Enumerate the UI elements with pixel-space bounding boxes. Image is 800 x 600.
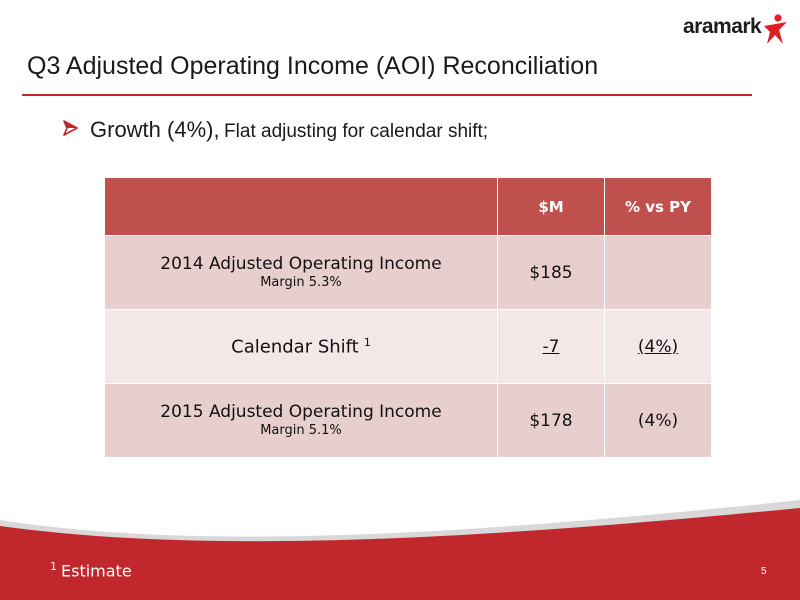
row-value: $178 <box>529 410 573 431</box>
aramark-logo: aramark <box>683 13 788 49</box>
row-pct-cell <box>604 235 712 310</box>
bullet-main-text: Growth (4%), <box>90 117 220 142</box>
row-value-cell: -7 <box>497 309 605 384</box>
logo-text: aramark <box>683 15 762 38</box>
aoi-reconciliation-table: $M % vs PY 2014 Adjusted Operating Incom… <box>104 177 712 458</box>
row-value-cell: $178 <box>497 383 605 458</box>
row-label-cell: Calendar Shift 1 <box>104 309 498 384</box>
arrow-bullet-icon <box>63 120 78 136</box>
row-label-cell: 2014 Adjusted Operating Income Margin 5.… <box>104 235 498 310</box>
row-label: Calendar Shift <box>231 336 359 358</box>
table-row: Calendar Shift 1 -7 (4%) <box>104 309 712 384</box>
bullet-item: Growth (4%), Flat adjusting for calendar… <box>62 117 488 143</box>
row-pct-cell: (4%) <box>604 309 712 384</box>
row-pct: (4%) <box>637 410 679 431</box>
row-value: $185 <box>529 262 573 283</box>
footer-red-wave <box>0 500 800 600</box>
row-label: 2015 Adjusted Operating Income <box>160 401 442 422</box>
row-value: -7 <box>542 336 560 357</box>
header-label-cell <box>104 177 498 236</box>
row-margin: Margin 5.1% <box>260 422 342 438</box>
row-label-footnote-mark: 1 <box>363 335 371 349</box>
table-header-row: $M % vs PY <box>104 177 712 236</box>
row-label: 2014 Adjusted Operating Income <box>160 253 442 274</box>
star-figure-icon <box>764 14 787 44</box>
footnote-text: Estimate <box>61 561 132 581</box>
footnote-mark: 1 <box>50 560 57 573</box>
footnote: 1 Estimate <box>50 560 132 580</box>
row-label-cell: 2015 Adjusted Operating Income Margin 5.… <box>104 383 498 458</box>
row-margin: Margin 5.3% <box>260 274 342 290</box>
bullet-sub-text: Flat adjusting for calendar shift; <box>224 121 489 142</box>
title-divider <box>22 94 752 96</box>
row-pct-cell: (4%) <box>604 383 712 458</box>
page-number: 5 <box>761 566 767 577</box>
table-row: 2014 Adjusted Operating Income Margin 5.… <box>104 235 712 310</box>
header-pct-cell: % vs PY <box>604 177 712 236</box>
row-value-cell: $185 <box>497 235 605 310</box>
header-dollars-cell: $M <box>497 177 605 236</box>
slide-title: Q3 Adjusted Operating Income (AOI) Recon… <box>27 52 599 80</box>
row-pct: (4%) <box>637 336 679 357</box>
table-row: 2015 Adjusted Operating Income Margin 5.… <box>104 383 712 458</box>
